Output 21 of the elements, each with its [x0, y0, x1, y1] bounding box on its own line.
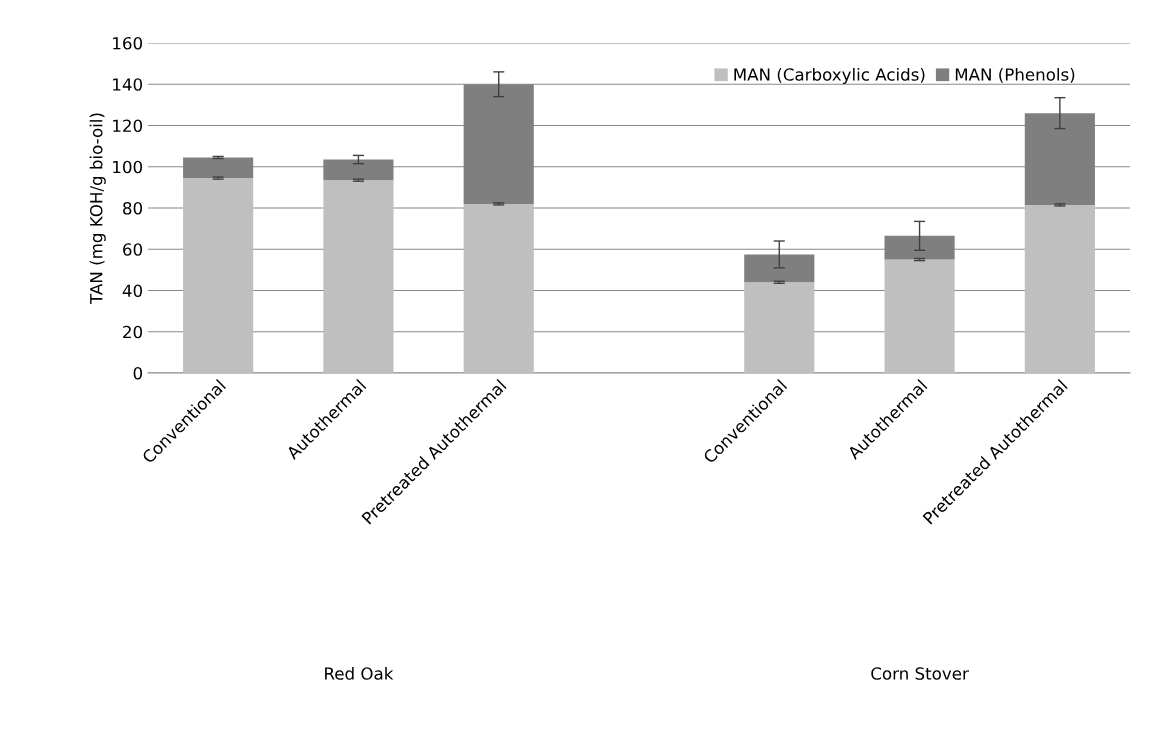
bar: [323, 180, 394, 373]
y-tick-label: 160: [113, 36, 143, 50]
bar: [463, 203, 534, 373]
bar: [744, 254, 815, 283]
legend-label: MAN (Carboxylic Acids): [734, 67, 925, 85]
bar: [884, 259, 955, 373]
y-tick-label: 0: [133, 366, 143, 380]
bar: [1024, 204, 1095, 373]
y-axis-title: TAN (mg KOH/g bio-oil): [89, 113, 106, 304]
text: Red Oak: [325, 666, 394, 680]
y-tick-label: 100: [113, 160, 143, 174]
y-tick-label: 80: [123, 201, 143, 215]
y-tick-label: 20: [123, 325, 143, 339]
y-tick-label: 140: [113, 78, 143, 91]
bar: [183, 178, 254, 373]
y-tick-label: 40: [122, 284, 143, 298]
y-tick-label: 60: [123, 243, 143, 256]
text: Corn Stover: [871, 667, 969, 680]
legend-label: MAN (Phenols): [955, 67, 1075, 83]
y-tick-label: 120: [113, 119, 143, 133]
bar: [744, 282, 815, 373]
